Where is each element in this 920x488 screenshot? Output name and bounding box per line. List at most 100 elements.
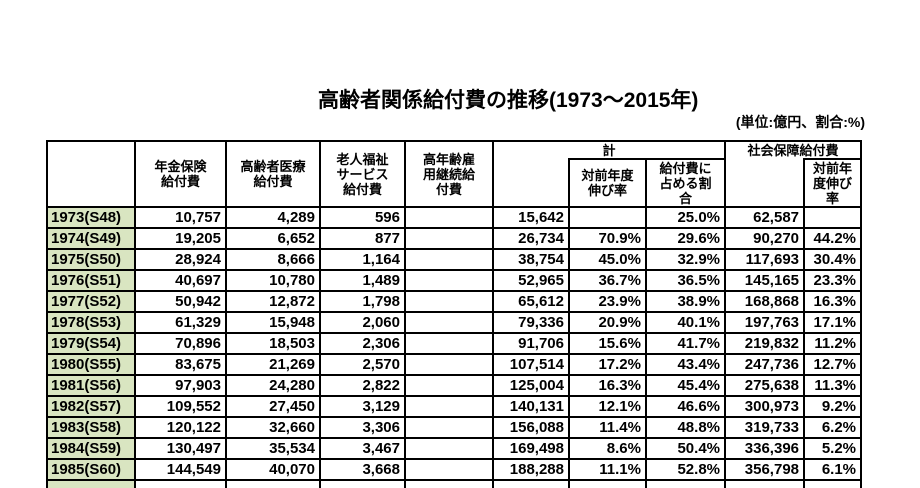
- cell-elderly-welfare: 3,129: [319, 395, 404, 416]
- cell-total: 38,754: [492, 248, 568, 269]
- cell-elderly-medical: 6,652: [225, 227, 319, 248]
- cell-total-yoy: 45.0%: [568, 248, 645, 269]
- cell-pension: 130,497: [134, 437, 225, 458]
- cell-total: 140,131: [492, 395, 568, 416]
- cell-total-share: 48.8%: [645, 416, 725, 437]
- cell-total-share: 32.9%: [645, 248, 725, 269]
- table-row: 1985(S60) 144,549 40,070 3,668 188,288 1…: [46, 458, 863, 479]
- cell-total-share: 50.4%: [645, 437, 725, 458]
- cell-elderly-welfare: [319, 479, 404, 488]
- cell-social-security: [724, 479, 804, 488]
- cell-elderly-welfare: 1,164: [319, 248, 404, 269]
- header-employment-continuation: 高年齢雇 用継続給 付費: [404, 140, 492, 206]
- cell-social-security: 319,733: [724, 416, 804, 437]
- cell-year: 1984(S59): [46, 437, 134, 458]
- cell-elderly-welfare: 3,306: [319, 416, 404, 437]
- cell-total-share: 40.1%: [645, 311, 725, 332]
- cell-social-security: 300,973: [724, 395, 804, 416]
- cell-elderly-welfare: 1,798: [319, 290, 404, 311]
- cell-pension: 19,205: [134, 227, 225, 248]
- cell-elderly-welfare: 2,570: [319, 353, 404, 374]
- cell-year: [46, 479, 134, 488]
- cell-pension: 97,903: [134, 374, 225, 395]
- cell-employment-continuation: [404, 353, 492, 374]
- cell-elderly-medical: 18,503: [225, 332, 319, 353]
- cell-total-yoy: [568, 206, 645, 227]
- table-body: 1973(S48) 10,757 4,289 596 15,642 25.0% …: [46, 206, 863, 488]
- cell-employment-continuation: [404, 290, 492, 311]
- cell-social-security: 356,798: [724, 458, 804, 479]
- cell-social-yoy: 16.3%: [803, 290, 863, 311]
- cell-elderly-welfare: 3,467: [319, 437, 404, 458]
- cell-pension: 61,329: [134, 311, 225, 332]
- table-row: 1977(S52) 50,942 12,872 1,798 65,612 23.…: [46, 290, 863, 311]
- cell-pension: 83,675: [134, 353, 225, 374]
- cell-elderly-medical: 10,780: [225, 269, 319, 290]
- unit-note: (単位:億円、割合:%): [735, 114, 865, 130]
- cell-total: 107,514: [492, 353, 568, 374]
- cell-total-share: 25.0%: [645, 206, 725, 227]
- cell-employment-continuation: [404, 248, 492, 269]
- cell-year: 1974(S49): [46, 227, 134, 248]
- table-row: 1984(S59) 130,497 35,534 3,467 169,498 8…: [46, 437, 863, 458]
- table-row: 1981(S56) 97,903 24,280 2,822 125,004 16…: [46, 374, 863, 395]
- table-row: [46, 479, 863, 488]
- cell-elderly-welfare: 2,060: [319, 311, 404, 332]
- cell-social-security: 275,638: [724, 374, 804, 395]
- cell-social-security: 219,832: [724, 332, 804, 353]
- cell-total: 169,498: [492, 437, 568, 458]
- cell-elderly-medical: 21,269: [225, 353, 319, 374]
- header-total-value: [492, 158, 568, 206]
- cell-elderly-welfare: 3,668: [319, 458, 404, 479]
- cell-elderly-medical: 8,666: [225, 248, 319, 269]
- table-row: 1982(S57) 109,552 27,450 3,129 140,131 1…: [46, 395, 863, 416]
- cell-total-share: 41.7%: [645, 332, 725, 353]
- cell-social-yoy: [803, 479, 863, 488]
- cell-social-yoy: 23.3%: [803, 269, 863, 290]
- cell-elderly-welfare: 596: [319, 206, 404, 227]
- cell-social-security: 336,396: [724, 437, 804, 458]
- cell-social-yoy: 12.7%: [803, 353, 863, 374]
- header-total-group: 計: [492, 140, 725, 158]
- header-elderly-welfare: 老人福祉 サービス 給付費: [319, 140, 404, 206]
- table-row: 1980(S55) 83,675 21,269 2,570 107,514 17…: [46, 353, 863, 374]
- cell-pension: 10,757: [134, 206, 225, 227]
- cell-social-yoy: 6.2%: [803, 416, 863, 437]
- cell-total-share: 46.6%: [645, 395, 725, 416]
- cell-social-security: 168,868: [724, 290, 804, 311]
- cell-employment-continuation: [404, 458, 492, 479]
- cell-elderly-medical: 15,948: [225, 311, 319, 332]
- cell-pension: 120,122: [134, 416, 225, 437]
- cell-total: 91,706: [492, 332, 568, 353]
- cell-social-security: 62,587: [724, 206, 804, 227]
- header-social-yoy: 対前年 度伸び 率: [803, 158, 863, 206]
- cell-social-yoy: 6.1%: [803, 458, 863, 479]
- cell-total: 52,965: [492, 269, 568, 290]
- cell-pension: 144,549: [134, 458, 225, 479]
- table-row: 1983(S58) 120,122 32,660 3,306 156,088 1…: [46, 416, 863, 437]
- cell-year: 1983(S58): [46, 416, 134, 437]
- cell-total-share: 29.6%: [645, 227, 725, 248]
- cell-elderly-welfare: 2,822: [319, 374, 404, 395]
- header-social-value: [724, 158, 804, 206]
- cell-elderly-welfare: 2,306: [319, 332, 404, 353]
- cell-total: [492, 479, 568, 488]
- cell-employment-continuation: [404, 437, 492, 458]
- header-total-share: 給付費に 占める割 合: [645, 158, 725, 206]
- cell-total-share: 38.9%: [645, 290, 725, 311]
- cell-year: 1978(S53): [46, 311, 134, 332]
- cell-employment-continuation: [404, 395, 492, 416]
- cell-total-share: [645, 479, 725, 488]
- cell-total-yoy: 70.9%: [568, 227, 645, 248]
- table-row: 1978(S53) 61,329 15,948 2,060 79,336 20.…: [46, 311, 863, 332]
- cell-pension: 109,552: [134, 395, 225, 416]
- cell-pension: 50,942: [134, 290, 225, 311]
- cell-employment-continuation: [404, 479, 492, 488]
- cell-year: 1973(S48): [46, 206, 134, 227]
- cell-total-yoy: [568, 479, 645, 488]
- cell-total: 65,612: [492, 290, 568, 311]
- cell-total-share: 43.4%: [645, 353, 725, 374]
- cell-employment-continuation: [404, 332, 492, 353]
- cell-elderly-medical: 32,660: [225, 416, 319, 437]
- cell-pension: 40,697: [134, 269, 225, 290]
